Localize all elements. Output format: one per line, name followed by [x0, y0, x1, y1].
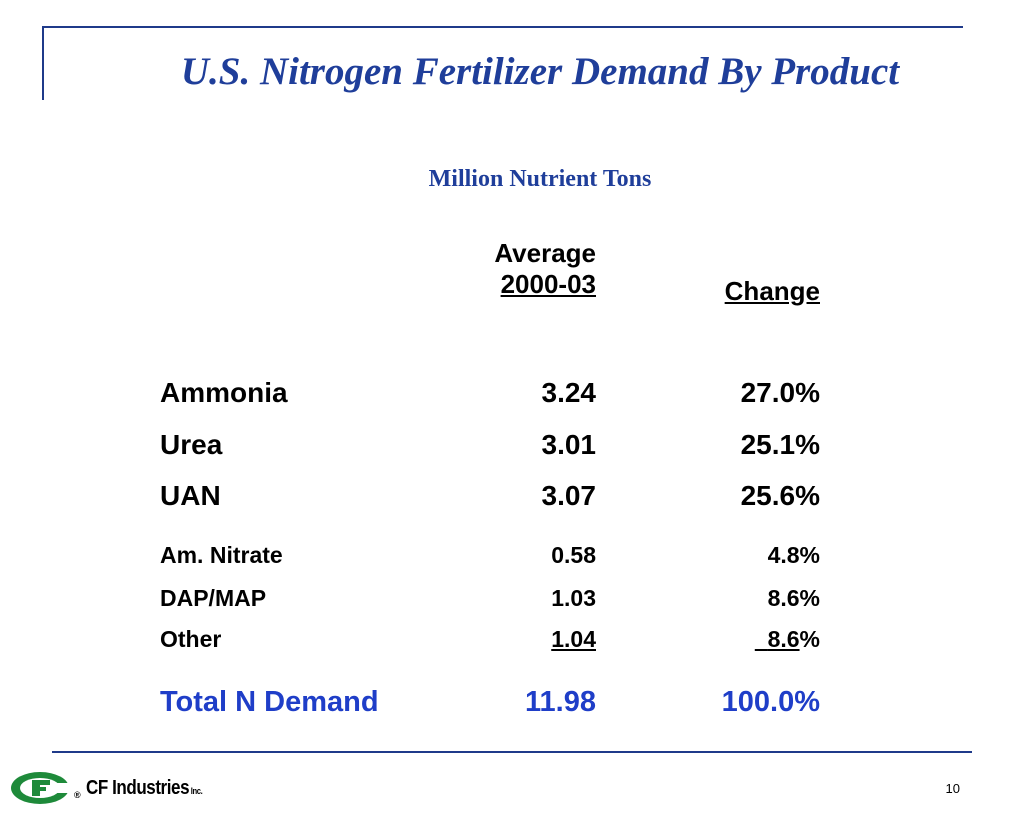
- row-avg-uan: 3.07: [541, 480, 597, 511]
- cf-logo-mark-icon: [10, 770, 74, 806]
- row-label-other: Other: [160, 626, 222, 652]
- column-header-average: Average 2000-03: [400, 238, 596, 300]
- slide-title: U.S. Nitrogen Fertilizer Demand By Produ…: [180, 50, 900, 93]
- row-label-urea: Urea: [160, 429, 223, 460]
- logo-wordmark: CF Industries Inc.: [86, 776, 203, 800]
- row-avg-other: 1.04: [551, 626, 596, 652]
- row-label-ammonia: Ammonia: [160, 377, 288, 408]
- cf-industries-logo: ® CF Industries Inc.: [10, 768, 223, 808]
- total-avg: 11.98: [525, 686, 596, 718]
- logo-name: CF Industries: [86, 776, 190, 799]
- row-avg-dap-map: 1.03: [551, 585, 596, 611]
- row-change-am-nitrate: 4.8%: [767, 542, 820, 568]
- footer-divider: [52, 751, 972, 753]
- row-avg-ammonia: 3.24: [541, 377, 597, 408]
- row-avg-urea: 3.01: [541, 429, 597, 460]
- frame-left-line: [42, 26, 44, 100]
- row-change-other: 8.6%: [640, 626, 820, 653]
- column-header-change: Change: [724, 276, 820, 306]
- row-change-other-pad: [755, 626, 768, 652]
- registered-mark: ®: [74, 790, 81, 800]
- column-header-average-line2: 2000-03: [500, 269, 596, 299]
- row-label-am-nitrate: Am. Nitrate: [160, 542, 283, 568]
- row-change-other-percent: %: [799, 626, 820, 652]
- page-number: 10: [945, 781, 960, 796]
- row-change-uan: 25.6%: [740, 480, 820, 511]
- column-header-average-line1: Average: [494, 238, 596, 268]
- row-change-urea: 25.1%: [740, 429, 820, 460]
- row-change-other-value: 8.6: [767, 626, 800, 652]
- logo-suffix: Inc.: [190, 785, 203, 796]
- frame-top-line: [42, 26, 963, 28]
- total-change: 100.0%: [721, 686, 820, 718]
- row-change-ammonia: 27.0%: [740, 377, 820, 408]
- total-label: Total N Demand: [160, 686, 379, 718]
- row-avg-am-nitrate: 0.58: [551, 542, 596, 568]
- slide-subtitle: Million Nutrient Tons: [428, 166, 652, 192]
- row-label-uan: UAN: [160, 480, 221, 511]
- row-change-dap-map: 8.6%: [767, 585, 820, 611]
- row-label-dap-map: DAP/MAP: [160, 585, 267, 611]
